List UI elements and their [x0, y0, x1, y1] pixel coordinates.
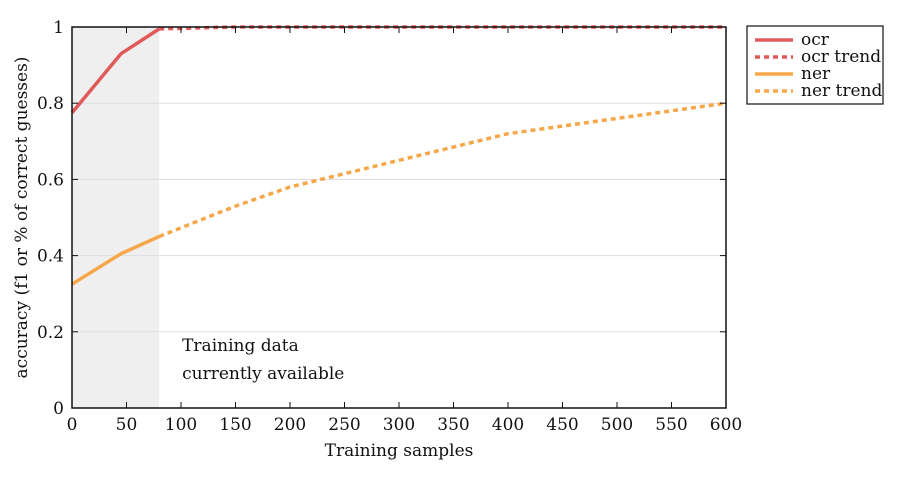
y-tick-label: 0.2	[37, 323, 64, 343]
x-tick-label: 150	[219, 415, 251, 435]
x-axis-title: Training samples	[325, 441, 474, 461]
series-line-ocr	[70, 27, 161, 114]
series-line-ner	[71, 234, 160, 286]
y-tick-label: 0	[53, 399, 64, 419]
legend-label-ner: ner	[801, 64, 831, 84]
series-layer	[70, 25, 727, 286]
x-tick-label: 600	[710, 415, 742, 435]
plot-frame	[71, 26, 727, 409]
shaded-region	[72, 27, 160, 408]
shaded-region-layer	[72, 27, 160, 408]
legend-label-ner-trend: ner trend	[801, 81, 883, 101]
grid-layer	[72, 102, 726, 333]
y-tick-label: 0.4	[37, 247, 64, 267]
y-tick-label: 1	[53, 18, 64, 38]
x-tick-label: 550	[655, 415, 687, 435]
axes-layer: 0 50 100 150 200 250 300 350 400 450 500 550 600 0 0.2…	[37, 18, 742, 435]
x-tick-label: 500	[601, 415, 633, 435]
x-tick-label: 50	[116, 415, 138, 435]
x-tick-label: 250	[328, 415, 360, 435]
x-tick-label: 0	[67, 415, 78, 435]
x-tick-label: 350	[437, 415, 469, 435]
legend-label-ocr-trend: ocr trend	[801, 47, 881, 67]
x-tick-label: 100	[165, 415, 197, 435]
y-tick-label: 0.8	[37, 94, 64, 114]
legend-label-ocr: ocr	[801, 30, 830, 50]
x-tick-label: 450	[546, 415, 578, 435]
x-tick-label: 200	[274, 415, 306, 435]
y-axis-title: accuracy (f1 or % of correct guesses)	[12, 57, 32, 379]
annotation-text: currently available	[182, 364, 344, 384]
series-line-ner-trend	[158, 101, 727, 239]
y-tick-label: 0.6	[37, 170, 64, 190]
annotation-layer: Training data currently available	[182, 336, 344, 384]
x-tick-label: 400	[492, 415, 524, 435]
annotation-text: Training data	[182, 336, 299, 356]
x-tick-label: 300	[383, 415, 415, 435]
